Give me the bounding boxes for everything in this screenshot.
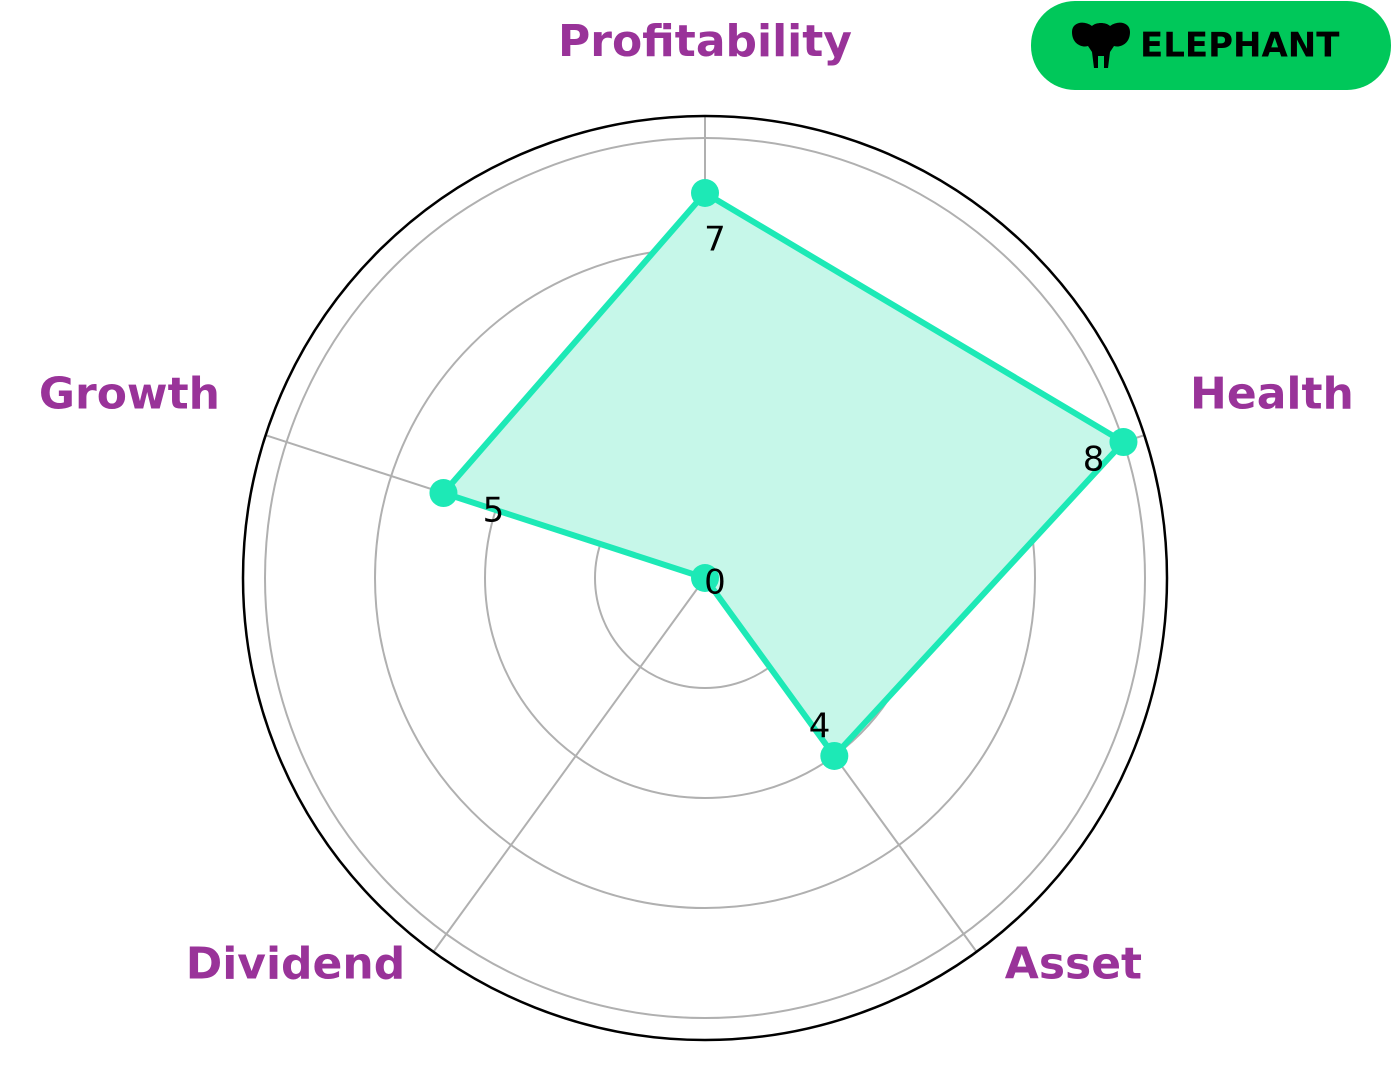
radar-area — [443, 193, 1124, 756]
radar-point — [691, 179, 719, 207]
category-label: Health — [1190, 368, 1354, 419]
spoke — [432, 577, 706, 953]
category-label: Growth — [39, 368, 220, 419]
logo-text: ELEPHANT — [1140, 26, 1340, 66]
category-label: Asset — [1005, 939, 1142, 990]
radar-line — [440, 190, 1127, 759]
value-label: 8 — [1083, 440, 1105, 480]
logo-icon — [1072, 22, 1130, 68]
outer-circle — [241, 114, 1169, 1042]
radar-point — [429, 479, 458, 508]
radar-point — [820, 741, 849, 770]
radar-point — [691, 564, 719, 592]
value-label: 0 — [704, 563, 726, 603]
value-label: 4 — [809, 707, 831, 747]
category-label: Dividend — [186, 939, 406, 990]
value-label: 5 — [483, 490, 505, 530]
radar-point — [1109, 428, 1138, 457]
value-label: 7 — [704, 220, 726, 260]
category-label: Profitability — [558, 16, 852, 67]
